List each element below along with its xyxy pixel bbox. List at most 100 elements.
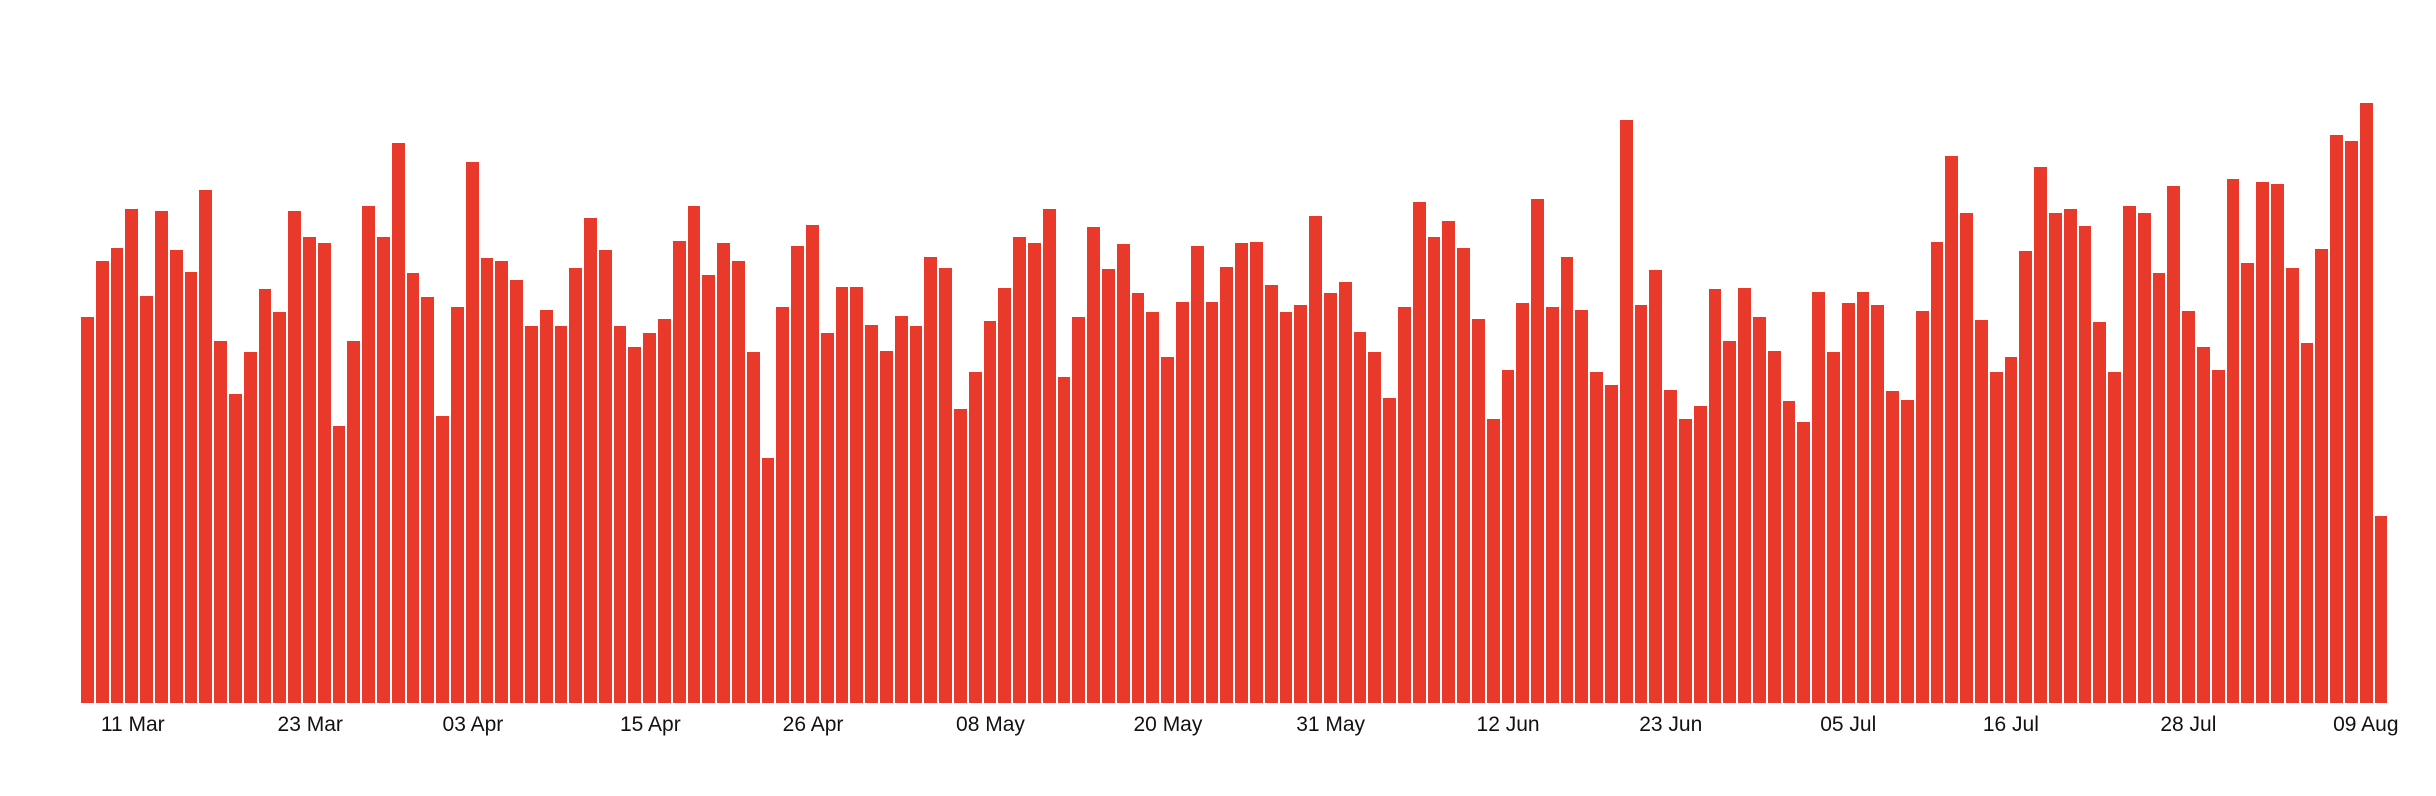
bar[interactable] [2315,248,2329,703]
bar[interactable] [2359,103,2373,703]
bar[interactable] [1664,390,1678,703]
bar[interactable] [1323,293,1337,703]
bar[interactable] [584,217,597,703]
bar[interactable] [1087,226,1100,703]
bar[interactable] [850,287,864,703]
bar[interactable] [110,247,124,703]
bar[interactable] [1679,418,1692,703]
bar[interactable] [628,347,642,703]
bar[interactable] [495,261,509,703]
bar[interactable] [273,312,287,703]
bar[interactable] [1457,247,1470,703]
bar[interactable] [1294,305,1308,703]
bar[interactable] [154,210,168,703]
bar[interactable] [1915,311,1929,703]
bar[interactable] [465,161,479,703]
bar[interactable] [1619,119,1633,703]
bar[interactable] [1486,418,1500,703]
bar[interactable] [1220,267,1234,703]
bar[interactable] [1545,307,1559,703]
bar[interactable] [1531,198,1544,703]
bar[interactable] [510,280,523,703]
bar[interactable] [184,272,198,703]
bar[interactable] [983,321,997,703]
bar[interactable] [1161,357,1174,703]
bar[interactable] [894,316,908,703]
bar[interactable] [732,261,745,703]
bar[interactable] [1175,302,1189,703]
bar[interactable] [1516,303,1530,703]
bar[interactable] [791,245,805,703]
bar[interactable] [2196,347,2210,703]
bar[interactable] [1309,215,1322,703]
bar[interactable] [1131,293,1145,703]
bar[interactable] [2167,185,2181,703]
bar[interactable] [1412,201,1426,703]
bar[interactable] [2300,343,2314,703]
bar[interactable] [954,408,967,703]
bar[interactable] [1057,377,1071,703]
bar[interactable] [1279,312,1293,703]
bar[interactable] [2226,178,2240,703]
bar[interactable] [1042,208,1056,703]
bar[interactable] [2374,515,2388,703]
bar[interactable] [1827,352,1840,703]
bar[interactable] [1886,391,1900,703]
bar[interactable] [1693,406,1707,703]
bar[interactable] [1338,282,1352,703]
bar[interactable] [2270,183,2284,703]
bar[interactable] [1590,372,1604,703]
bar[interactable] [376,236,390,703]
bar[interactable] [1383,398,1396,703]
bar[interactable] [1442,220,1456,703]
bar[interactable] [1353,332,1367,703]
bar[interactable] [909,326,923,703]
bar[interactable] [302,236,316,703]
bar[interactable] [643,333,657,703]
bar[interactable] [1501,370,1515,703]
bar[interactable] [406,273,420,703]
bar[interactable] [1945,155,1959,703]
bar[interactable] [820,333,834,703]
bar[interactable] [1116,243,1130,703]
bar[interactable] [2122,205,2136,703]
bar[interactable] [1753,317,1766,703]
bar[interactable] [436,415,449,703]
bar[interactable] [924,256,938,703]
bar[interactable] [1028,242,1041,703]
bar[interactable] [1708,289,1722,703]
bar[interactable] [998,288,1012,703]
bar[interactable] [317,242,331,703]
bar[interactable] [1841,303,1855,703]
bar[interactable] [480,257,494,703]
bar[interactable] [687,205,701,703]
bar[interactable] [140,296,153,703]
bar[interactable] [2034,166,2047,703]
bar[interactable] [2285,268,2299,703]
bar[interactable] [1738,288,1752,703]
bar[interactable] [1812,292,1826,703]
bar[interactable] [1560,256,1574,703]
bar[interactable] [169,249,183,703]
bar[interactable] [1575,310,1589,703]
bar[interactable] [243,352,257,703]
bar[interactable] [347,341,361,703]
bar[interactable] [2048,212,2062,703]
bar[interactable] [524,326,538,703]
bar[interactable] [672,240,686,703]
bar[interactable] [1205,302,1219,703]
bar[interactable] [880,351,893,703]
bar[interactable] [2063,208,2077,703]
bar[interactable] [1471,319,1485,703]
bar[interactable] [228,394,242,703]
bar[interactable] [2344,140,2358,703]
bar[interactable] [2078,225,2092,703]
bar[interactable] [199,189,213,703]
bar[interactable] [214,341,227,703]
bar[interactable] [1397,307,1411,703]
bar[interactable] [1871,305,1885,703]
bar[interactable] [1782,401,1796,703]
bar[interactable] [1797,421,1811,703]
bar[interactable] [1235,242,1248,703]
bar[interactable] [1264,285,1278,703]
